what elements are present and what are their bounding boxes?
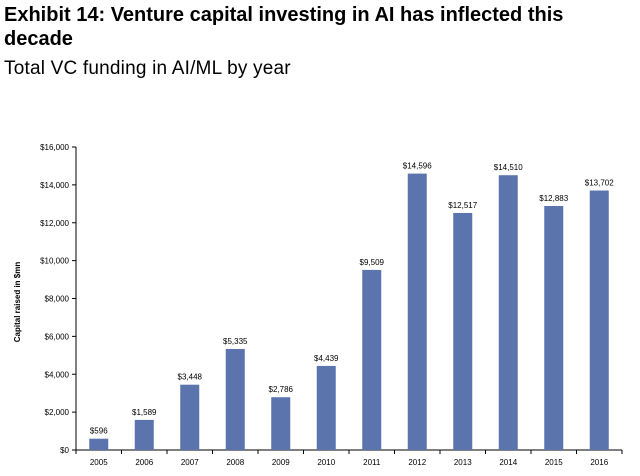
data-label-2008: $5,335 — [223, 337, 248, 346]
x-tick-label: 2013 — [454, 458, 472, 467]
x-tick-label: 2011 — [363, 458, 381, 467]
x-tick-label: 2009 — [272, 458, 290, 467]
y-tick-label: $14,000 — [40, 181, 69, 190]
bar-2008 — [225, 348, 245, 450]
x-tick-label: 2016 — [590, 458, 608, 467]
bar-2014 — [498, 175, 518, 451]
bar-2005 — [89, 438, 109, 450]
x-tick-label: 2014 — [499, 458, 517, 467]
y-tick-label: $0 — [60, 446, 69, 455]
bar-2007 — [180, 384, 200, 450]
data-label-2007: $3,448 — [178, 373, 203, 382]
x-tick-label: 2005 — [90, 458, 108, 467]
bar-2012 — [407, 173, 427, 450]
data-label-2012: $14,596 — [403, 162, 432, 171]
data-label-2006: $1,589 — [132, 408, 157, 417]
x-tick-label: 2006 — [135, 458, 153, 467]
x-tick-label: 2008 — [226, 458, 244, 467]
y-tick-label: $2,000 — [45, 408, 70, 417]
y-tick-label: $12,000 — [40, 219, 69, 228]
bar-2015 — [544, 206, 564, 450]
data-label-2013: $12,517 — [448, 201, 477, 210]
data-label-2016: $13,702 — [585, 179, 614, 188]
bar-2010 — [316, 365, 336, 450]
bar-2009 — [271, 397, 291, 450]
x-tick-label: 2007 — [181, 458, 199, 467]
data-label-2011: $9,509 — [360, 258, 385, 267]
data-label-2015: $12,883 — [539, 194, 568, 203]
data-label-2014: $14,510 — [494, 163, 523, 172]
data-label-2005: $596 — [90, 427, 108, 436]
y-tick-label: $16,000 — [40, 143, 69, 152]
x-tick-label: 2012 — [408, 458, 426, 467]
y-tick-label: $6,000 — [45, 332, 70, 341]
data-label-2010: $4,439 — [314, 354, 339, 363]
y-axis-label: Capital raised in $mn — [13, 262, 22, 343]
bar-2013 — [453, 212, 473, 450]
data-label-2009: $2,786 — [269, 385, 294, 394]
bar-2016 — [589, 190, 609, 450]
bar-2011 — [362, 269, 382, 450]
y-tick-label: $4,000 — [45, 370, 70, 379]
y-tick-label: $8,000 — [45, 295, 70, 304]
x-tick-label: 2010 — [317, 458, 335, 467]
bar-2006 — [134, 419, 154, 450]
x-tick-label: 2015 — [545, 458, 563, 467]
chart-subtitle: Total VC funding in AI/ML by year — [4, 58, 291, 79]
chart-title: Exhibit 14: Venture capital investing in… — [4, 4, 564, 50]
y-tick-label: $10,000 — [40, 257, 69, 266]
